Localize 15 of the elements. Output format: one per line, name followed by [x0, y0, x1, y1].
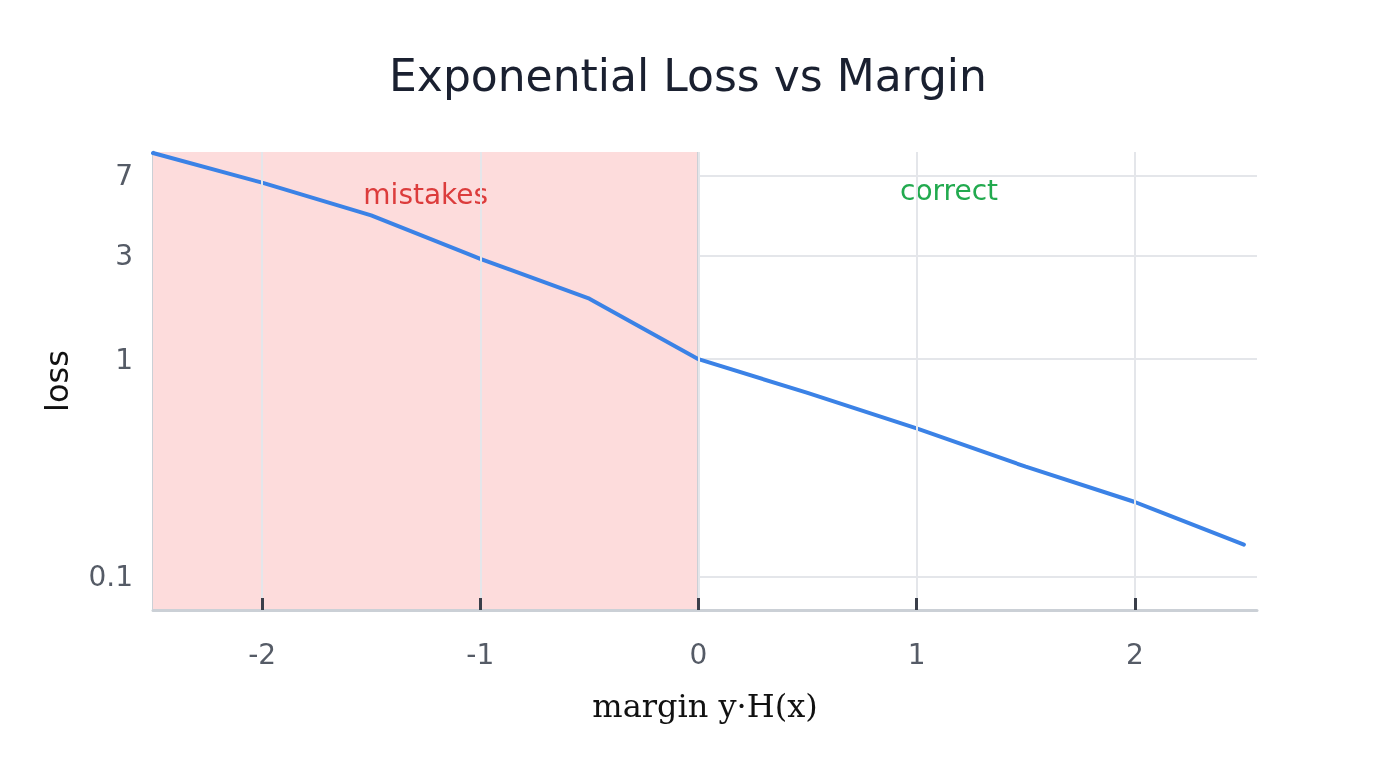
x-tick-label: 2 [1125, 637, 1144, 671]
y-tick-label: 7 [115, 159, 133, 193]
x-tick-label: -2 [248, 637, 277, 671]
y-tick-label: 0.1 [88, 559, 133, 593]
chart-title: Exponential Loss vs Margin [389, 49, 987, 101]
band-label: mistakes [363, 177, 489, 211]
line-series [151, 151, 1246, 547]
x-tick-label: 1 [907, 637, 926, 671]
x-axis-title: margin y·H(x) [592, 687, 818, 725]
y-axis-title: loss [38, 350, 76, 412]
y-tick-label: 3 [115, 239, 133, 273]
y-tick-label: 1 [115, 342, 133, 376]
annotation: correct [900, 173, 999, 207]
x-tick-label: 0 [689, 637, 708, 671]
x-tick-label: -1 [466, 637, 495, 671]
